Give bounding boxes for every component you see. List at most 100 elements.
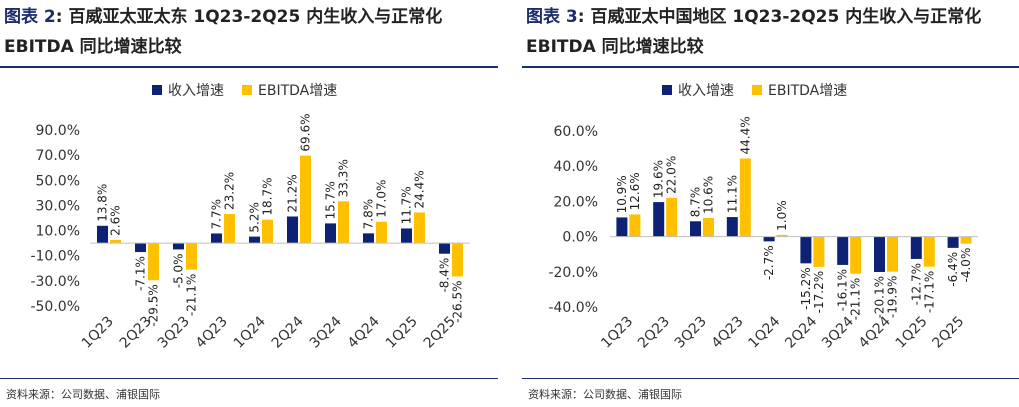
bar xyxy=(923,236,935,267)
legend-swatch xyxy=(152,85,162,95)
bar xyxy=(287,216,298,244)
bar xyxy=(813,236,825,267)
x-tick-label: 2Q25 xyxy=(929,314,967,352)
data-label: 10.9% xyxy=(615,175,629,213)
source-note: 资料来源：公司数据、浦银国际 xyxy=(528,388,682,401)
y-tick-label: 10.0% xyxy=(36,224,80,240)
data-label: 44.4% xyxy=(738,116,752,154)
chart-plot-left: -50.0% -30.0% -10.0% 10.0% 30.0% 50.0% 70.0% 90… xyxy=(30,114,470,352)
x-tick-label: 1Q24 xyxy=(231,313,269,351)
data-label: 7.7% xyxy=(210,199,224,230)
data-label: 24.4% xyxy=(413,170,427,208)
bar xyxy=(186,243,197,270)
bar xyxy=(800,236,812,264)
bar xyxy=(763,236,775,242)
bar xyxy=(376,221,387,244)
legend-item: 收入增速 xyxy=(662,80,734,100)
bar xyxy=(850,236,862,274)
data-label: -7.1% xyxy=(134,256,148,291)
legend-swatch xyxy=(662,85,672,95)
x-tick-label: 1Q25 xyxy=(893,314,931,352)
y-tick-label: -40.0% xyxy=(548,300,598,316)
data-label: -20.1% xyxy=(873,276,887,318)
data-label: 11.7% xyxy=(400,186,414,224)
data-label: -17.1% xyxy=(922,271,936,313)
data-label: -8.4% xyxy=(438,258,452,293)
x-tick-label: 1Q25 xyxy=(383,314,421,352)
bar xyxy=(726,217,738,237)
chart-panel-left: 图表 2: 百威亚太亚太东 1Q23-2Q25 内生收入与正常化 EBITDA … xyxy=(0,0,498,407)
data-label: -26.5% xyxy=(451,280,465,322)
legend-item: 收入增速 xyxy=(152,80,224,100)
data-label: -21.1% xyxy=(849,278,863,320)
bar xyxy=(887,236,898,272)
data-label: 1.0% xyxy=(775,200,789,231)
data-label: 2.6% xyxy=(109,205,123,236)
y-tick-label: 40.0% xyxy=(554,159,598,175)
bar xyxy=(629,214,641,237)
chart-panel-right: 图表 3: 百威亚太中国地区 1Q23-2Q25 内生收入与正常化 EBITDA… xyxy=(522,0,1019,407)
y-tick-label: 20.0% xyxy=(554,194,598,210)
legend-label: 收入增速 xyxy=(678,83,734,99)
x-tick-label: 4Q23 xyxy=(709,314,747,352)
data-label: 12.6% xyxy=(628,172,642,210)
x-tick-label: 4Q24 xyxy=(345,313,383,351)
figure-title-text: : 百威亚太中国地区 1Q23-2Q25 内生收入与正常化 EBITDA 同比增… xyxy=(526,7,982,57)
data-label: -12.7% xyxy=(909,263,923,305)
chart-title-left: 图表 2: 百威亚太亚太东 1Q23-2Q25 内生收入与正常化 EBITDA … xyxy=(4,2,490,62)
x-tick-label: 2Q25 xyxy=(421,314,459,352)
legend-label: EBITDA增速 xyxy=(258,83,338,99)
chart-legend: 收入增速 EBITDA增速 xyxy=(662,80,847,100)
bar xyxy=(110,239,121,244)
data-label: -16.1% xyxy=(836,269,850,311)
bar xyxy=(338,201,349,244)
x-tick-label: 4Q23 xyxy=(193,314,231,352)
bar xyxy=(414,212,425,244)
source-rule xyxy=(0,378,498,379)
bar xyxy=(401,228,412,244)
x-tick-label: 1Q23 xyxy=(79,314,117,352)
legend-label: EBITDA增速 xyxy=(768,83,848,99)
y-tick-label: 70.0% xyxy=(36,148,80,164)
data-label: -17.2% xyxy=(812,271,826,313)
data-label: 22.0% xyxy=(665,156,679,194)
data-label: -2.7% xyxy=(762,245,776,280)
y-tick-label: 30.0% xyxy=(36,198,80,214)
x-tick-label: 3Q23 xyxy=(672,314,710,352)
data-label: 11.1% xyxy=(725,175,739,213)
bar xyxy=(224,213,235,244)
bar xyxy=(262,219,273,244)
bar xyxy=(703,217,714,237)
bar xyxy=(300,155,311,244)
x-tick-label: 1Q24 xyxy=(745,313,783,351)
source-note: 资料来源：公司数据、浦银国际 xyxy=(6,388,160,401)
bar xyxy=(739,158,751,237)
x-tick-label: 2Q24 xyxy=(782,313,820,351)
data-label: -6.4% xyxy=(946,252,960,287)
x-tick-label: 2Q23 xyxy=(635,314,673,352)
bar xyxy=(148,243,159,281)
data-label: -15.2% xyxy=(799,267,813,309)
y-tick-label: 90.0% xyxy=(36,123,80,139)
data-label: -19.9% xyxy=(886,276,900,318)
data-label: 7.8% xyxy=(362,199,376,230)
y-tick-label: -20.0% xyxy=(548,265,598,281)
data-label: 23.2% xyxy=(223,172,237,210)
x-tick-label: 1Q23 xyxy=(598,314,636,352)
data-label: 33.3% xyxy=(337,159,351,197)
data-label: -21.1% xyxy=(185,274,199,316)
source-rule xyxy=(522,378,1019,379)
y-tick-label: -10.0% xyxy=(30,249,80,265)
title-rule xyxy=(0,66,498,68)
bar xyxy=(249,236,260,244)
data-label: 18.7% xyxy=(261,178,275,216)
legend-swatch xyxy=(242,85,252,95)
data-label: 19.6% xyxy=(652,160,666,198)
title-rule xyxy=(522,66,1019,68)
bar xyxy=(363,233,374,244)
bar xyxy=(960,236,972,244)
bar xyxy=(325,223,336,244)
bar xyxy=(776,234,788,237)
bar xyxy=(97,225,108,244)
data-label: 15.7% xyxy=(324,181,338,219)
